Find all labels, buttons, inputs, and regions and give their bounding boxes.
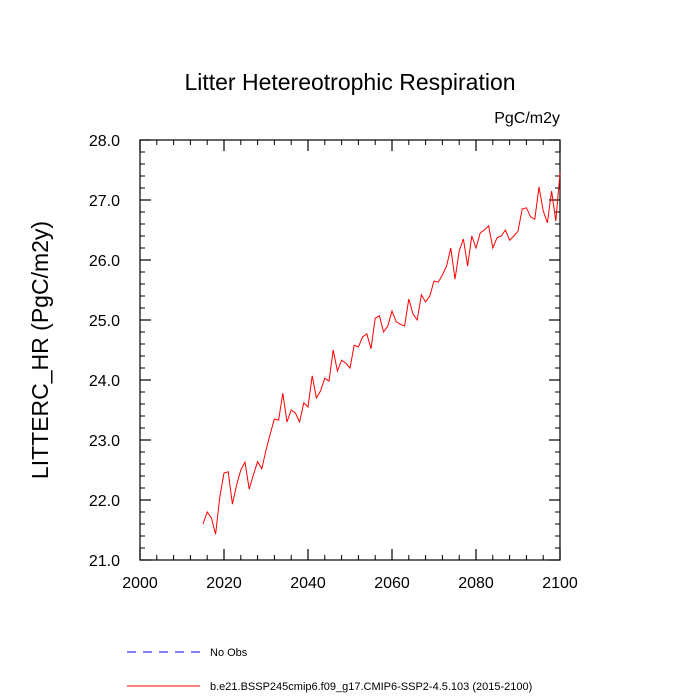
legend-label: b.e21.BSSP245cmip6.f09_g17.CMIP6-SSP2-4.… <box>210 681 532 693</box>
plot-frame <box>139 139 561 561</box>
y-tick-label: 22.0 <box>89 493 120 510</box>
x-tick-label: 2040 <box>290 575 326 592</box>
plot-area: 2000 2020 2040 2060 2080 2100 21.0 22.0 23.0 24.0… <box>89 133 578 592</box>
series-line <box>202 172 561 535</box>
chart-units: PgC/m2y <box>494 110 560 127</box>
legend-label: No Obs <box>210 647 248 659</box>
y-tick-label: 25.0 <box>89 313 120 330</box>
y-tick-label: 24.0 <box>89 373 120 390</box>
x-tick-label: 2080 <box>458 575 494 592</box>
x-tick-label: 2100 <box>542 575 578 592</box>
chart-title: Litter Hetereotrophic Respiration <box>184 69 515 95</box>
y-tick-label: 21.0 <box>89 553 120 570</box>
y-tick-label: 28.0 <box>89 133 120 150</box>
y-tick-label: 26.0 <box>89 253 120 270</box>
x-tick-label: 2000 <box>122 575 158 592</box>
legend: No Obs b.e21.BSSP245cmip6.f09_g17.CMIP6-S… <box>127 647 532 693</box>
y-tick-label: 27.0 <box>89 193 120 210</box>
x-tick-label: 2020 <box>206 575 242 592</box>
y-axis-label: LITTERC_HR (PgC/m2y) <box>27 221 53 479</box>
y-tick-label: 23.0 <box>89 433 120 450</box>
x-tick-label: 2060 <box>374 575 410 592</box>
